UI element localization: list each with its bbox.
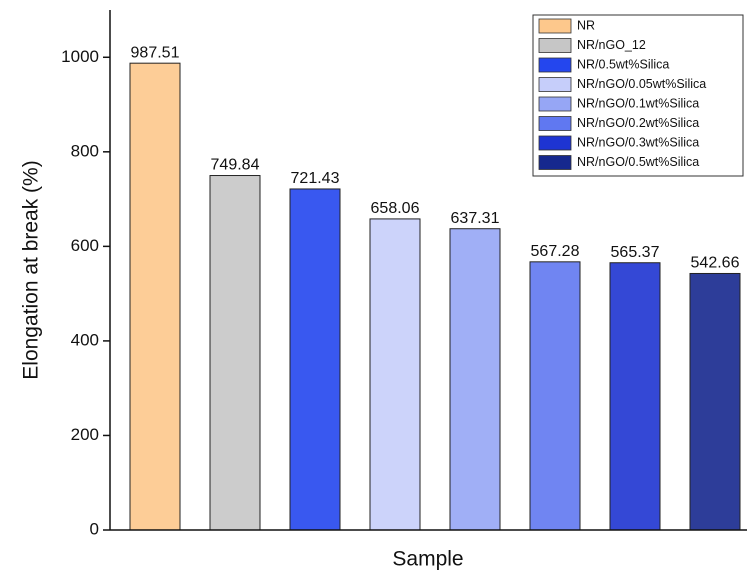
legend-swatch: [538, 38, 572, 53]
legend-swatch: [538, 135, 572, 151]
y-tick-label: 1000: [61, 47, 99, 66]
bar: [209, 175, 261, 531]
bar: [529, 261, 581, 531]
value-label: 749.84: [211, 157, 260, 174]
value-label: 987.51: [131, 44, 180, 61]
y-tick-label: 0: [90, 519, 99, 538]
bar: [609, 262, 661, 531]
value-label: 542.66: [691, 255, 740, 272]
value-label: 565.37: [611, 244, 660, 261]
legend-label: NR/nGO_12: [577, 38, 646, 52]
bar: [129, 62, 181, 531]
y-tick-label: 200: [71, 425, 99, 444]
x-axis-title: Sample: [392, 548, 463, 571]
legend-swatch: [538, 155, 572, 170]
legend-label: NR/nGO/0.2wt%Silica: [577, 116, 699, 130]
legend-swatch: [538, 96, 572, 112]
legend-label: NR/nGO/0.05wt%Silica: [577, 77, 706, 91]
value-label: 658.06: [371, 200, 420, 217]
legend-label: NR/nGO/0.3wt%Silica: [577, 135, 699, 149]
legend-label: NR/nGO/0.5wt%Silica: [577, 155, 699, 169]
y-tick-label: 400: [71, 330, 99, 349]
bar: [369, 218, 421, 531]
value-label: 637.31: [451, 210, 500, 227]
value-label: 721.43: [291, 170, 340, 187]
y-tick-label: 600: [71, 236, 99, 255]
legend-label: NR: [577, 18, 595, 32]
bar: [689, 272, 741, 531]
y-axis-title: Elongation at break (%): [20, 160, 43, 379]
value-label: 567.28: [531, 243, 580, 260]
bar: [449, 228, 501, 531]
legend-swatch: [538, 77, 572, 92]
legend-swatch: [538, 57, 572, 73]
bar: [289, 188, 341, 531]
legend-swatch: [538, 18, 572, 34]
legend-label: NR/0.5wt%Silica: [577, 57, 669, 71]
legend-label: NR/nGO/0.1wt%Silica: [577, 96, 699, 110]
y-tick-label: 800: [71, 141, 99, 160]
legend-swatch: [538, 116, 572, 131]
